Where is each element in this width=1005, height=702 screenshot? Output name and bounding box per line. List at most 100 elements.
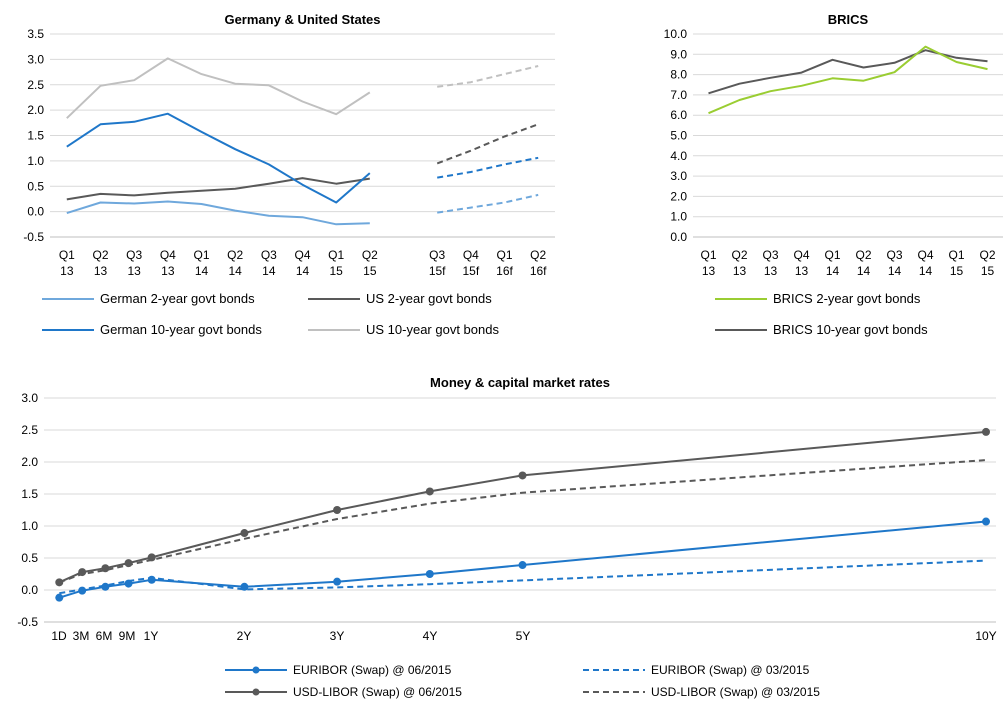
x-tick-label: 9M [119,629,136,643]
series-line [66,177,370,201]
data-point [333,577,342,586]
data-point [78,586,87,595]
x-tick-label: 15f [429,264,446,278]
y-tick-label: 1.5 [27,129,44,143]
legend-label: German 2-year govt bonds [100,291,255,306]
y-tick-label: 2.0 [21,455,38,469]
x-tick-label: 13 [94,264,108,278]
data-point [124,579,133,588]
x-tick-label: 4Y [423,629,438,643]
data-point [333,506,342,514]
x-tick-label: Q3 [762,248,778,262]
y-tick-label: 3.0 [21,391,38,405]
y-tick-label: 1.5 [21,487,38,501]
x-tick-label: 3M [73,629,90,643]
series-forecast-line [437,193,539,214]
chart-title: Germany & United States [224,12,380,27]
chart-title: BRICS [828,12,869,27]
x-tick-label: Q4 [917,248,933,262]
x-tick-label: 14 [919,264,933,278]
legend-label: German 10-year govt bonds [100,322,262,337]
x-tick-label: Q1 [700,248,716,262]
x-tick-label: Q4 [294,248,310,262]
y-tick-label: 0.5 [27,179,44,193]
legend-label: USD-LIBOR (Swap) @ 03/2015 [651,685,820,699]
data-point [55,593,64,602]
x-tick-label: Q3 [886,248,902,262]
series-line [58,430,987,584]
y-tick-label: 4.0 [670,149,687,163]
series-line [66,57,371,119]
x-tick-label: 14 [262,264,276,278]
x-tick-label: 13 [60,264,74,278]
x-tick-label: 14 [195,264,209,278]
x-tick-label: 3Y [330,629,345,643]
data-point [240,582,249,591]
data-point [101,564,110,573]
x-tick-label: Q1 [496,248,512,262]
x-tick-label: 15f [462,264,479,278]
series-line [66,112,371,204]
x-tick-label: 13 [795,264,809,278]
data-point [982,427,990,436]
data-point [55,578,64,587]
x-tick-label: Q2 [227,248,243,262]
x-tick-label: Q4 [463,248,479,262]
x-tick-label: 16f [496,264,513,278]
x-tick-label: 2Y [237,629,252,643]
data-point [147,575,156,584]
x-tick-label: Q1 [824,248,840,262]
data-point [240,529,249,538]
y-tick-label: 0.0 [670,230,687,244]
x-tick-label: Q4 [160,248,176,262]
legend-label: BRICS 2-year govt bonds [773,291,921,306]
data-point [518,561,527,570]
y-tick-label: 2.5 [27,78,44,92]
y-tick-label: 9.0 [670,47,687,61]
data-point [124,559,133,568]
y-tick-label: 1.0 [21,519,38,533]
data-point [425,487,434,496]
series-forecast-line [437,65,539,88]
y-tick-label: 5.0 [670,129,687,143]
x-tick-label: 5Y [516,629,531,643]
legend-label: USD-LIBOR (Swap) @ 06/2015 [293,685,462,699]
y-tick-label: 3.0 [27,52,44,66]
chart-title: Money & capital market rates [430,375,610,390]
data-point [101,582,110,591]
x-tick-label: 13 [161,264,175,278]
x-tick-label: 14 [857,264,871,278]
x-tick-label: 10Y [975,629,996,643]
data-point [425,570,434,578]
x-tick-label: Q1 [59,248,75,262]
x-tick-label: Q1 [328,248,344,262]
chart-germany-us: Germany & United States 3.5 3.0 2.5 2.0 1.5 1.… [23,12,555,337]
x-tick-label: 14 [228,264,242,278]
y-tick-label: -0.5 [17,615,38,629]
x-tick-label: 14 [296,264,310,278]
x-tick-label: Q1 [193,248,209,262]
series-line [66,200,370,226]
series-line [59,520,987,599]
x-tick-label: 15 [950,264,964,278]
y-tick-label: 7.0 [670,88,687,102]
x-tick-label: Q4 [793,248,809,262]
y-tick-label: 1.0 [27,154,44,168]
x-tick-label: Q3 [126,248,142,262]
series-forecast-line [436,123,539,165]
x-tick-label: 13 [702,264,716,278]
x-tick-label: Q3 [429,248,445,262]
y-tick-label: 6.0 [670,108,687,122]
series-forecast-line [437,156,539,179]
data-point [518,471,527,480]
x-tick-label: 14 [826,264,840,278]
x-tick-label: 15 [329,264,343,278]
data-point [147,553,156,562]
x-tick-label: 16f [530,264,547,278]
legend-label: US 10-year govt bonds [366,322,499,337]
x-tick-label: Q1 [948,248,964,262]
legend-marker [252,666,260,674]
y-tick-label: 3.5 [27,27,44,41]
legend-label: US 2-year govt bonds [366,291,492,306]
